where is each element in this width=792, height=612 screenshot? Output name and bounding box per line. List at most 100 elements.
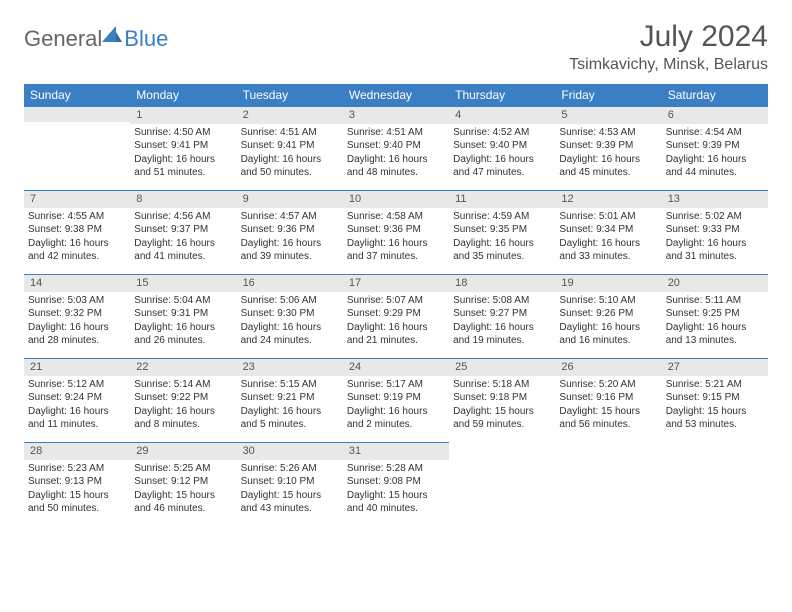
day-number: 4 (449, 106, 555, 124)
calendar-day-cell: 17Sunrise: 5:07 AMSunset: 9:29 PMDayligh… (343, 274, 449, 358)
sunset-line: Sunset: 9:39 PM (666, 139, 764, 153)
sunrise-line: Sunrise: 5:25 AM (134, 462, 232, 476)
day-body: Sunrise: 4:55 AMSunset: 9:38 PMDaylight:… (24, 208, 130, 268)
sunset-line: Sunset: 9:12 PM (134, 475, 232, 489)
sunset-line: Sunset: 9:21 PM (241, 391, 339, 405)
calendar-day-cell (662, 442, 768, 526)
weekday-header: Sunday (24, 84, 130, 106)
daylight-line: Daylight: 15 hours and 46 minutes. (134, 489, 232, 516)
sunrise-line: Sunrise: 5:11 AM (666, 294, 764, 308)
calendar-day-cell: 28Sunrise: 5:23 AMSunset: 9:13 PMDayligh… (24, 442, 130, 526)
sunset-line: Sunset: 9:35 PM (453, 223, 551, 237)
daylight-line: Daylight: 16 hours and 31 minutes. (666, 237, 764, 264)
sunset-line: Sunset: 9:25 PM (666, 307, 764, 321)
daylight-line: Daylight: 16 hours and 8 minutes. (134, 405, 232, 432)
calendar-day-cell: 10Sunrise: 4:58 AMSunset: 9:36 PMDayligh… (343, 190, 449, 274)
day-number: 12 (555, 190, 661, 208)
day-number: 5 (555, 106, 661, 124)
sunrise-line: Sunrise: 5:06 AM (241, 294, 339, 308)
calendar-day-cell: 21Sunrise: 5:12 AMSunset: 9:24 PMDayligh… (24, 358, 130, 442)
calendar-day-cell: 5Sunrise: 4:53 AMSunset: 9:39 PMDaylight… (555, 106, 661, 190)
day-body: Sunrise: 4:58 AMSunset: 9:36 PMDaylight:… (343, 208, 449, 268)
sunrise-line: Sunrise: 4:55 AM (28, 210, 126, 224)
calendar-week-row: 21Sunrise: 5:12 AMSunset: 9:24 PMDayligh… (24, 358, 768, 442)
calendar-day-cell: 6Sunrise: 4:54 AMSunset: 9:39 PMDaylight… (662, 106, 768, 190)
daylight-line: Daylight: 16 hours and 42 minutes. (28, 237, 126, 264)
sunrise-line: Sunrise: 5:21 AM (666, 378, 764, 392)
daylight-line: Daylight: 16 hours and 50 minutes. (241, 153, 339, 180)
sunset-line: Sunset: 9:37 PM (134, 223, 232, 237)
sunset-line: Sunset: 9:40 PM (347, 139, 445, 153)
calendar-day-cell: 7Sunrise: 4:55 AMSunset: 9:38 PMDaylight… (24, 190, 130, 274)
calendar-day-cell: 9Sunrise: 4:57 AMSunset: 9:36 PMDaylight… (237, 190, 343, 274)
calendar-day-cell: 8Sunrise: 4:56 AMSunset: 9:37 PMDaylight… (130, 190, 236, 274)
daylight-line: Daylight: 15 hours and 59 minutes. (453, 405, 551, 432)
day-number: 18 (449, 274, 555, 292)
location: Tsimkavichy, Minsk, Belarus (569, 56, 768, 74)
calendar-day-cell: 4Sunrise: 4:52 AMSunset: 9:40 PMDaylight… (449, 106, 555, 190)
daylight-line: Daylight: 16 hours and 28 minutes. (28, 321, 126, 348)
title-block: July 2024 Tsimkavichy, Minsk, Belarus (569, 20, 768, 80)
sunset-line: Sunset: 9:27 PM (453, 307, 551, 321)
day-body: Sunrise: 5:15 AMSunset: 9:21 PMDaylight:… (237, 376, 343, 436)
daylight-line: Daylight: 16 hours and 24 minutes. (241, 321, 339, 348)
daylight-line: Daylight: 16 hours and 35 minutes. (453, 237, 551, 264)
sunrise-line: Sunrise: 4:58 AM (347, 210, 445, 224)
sunset-line: Sunset: 9:32 PM (28, 307, 126, 321)
sunrise-line: Sunrise: 5:28 AM (347, 462, 445, 476)
sunrise-line: Sunrise: 5:10 AM (559, 294, 657, 308)
sunset-line: Sunset: 9:22 PM (134, 391, 232, 405)
day-number: 29 (130, 442, 236, 460)
sunset-line: Sunset: 9:33 PM (666, 223, 764, 237)
calendar-day-cell: 1Sunrise: 4:50 AMSunset: 9:41 PMDaylight… (130, 106, 236, 190)
calendar-body: 1Sunrise: 4:50 AMSunset: 9:41 PMDaylight… (24, 106, 768, 526)
sunrise-line: Sunrise: 5:18 AM (453, 378, 551, 392)
sunset-line: Sunset: 9:16 PM (559, 391, 657, 405)
calendar-day-cell (24, 106, 130, 190)
header: General Blue July 2024 Tsimkavichy, Mins… (24, 20, 768, 80)
day-body: Sunrise: 5:21 AMSunset: 9:15 PMDaylight:… (662, 376, 768, 436)
daylight-line: Daylight: 16 hours and 51 minutes. (134, 153, 232, 180)
sunrise-line: Sunrise: 5:02 AM (666, 210, 764, 224)
weekday-header: Tuesday (237, 84, 343, 106)
sunset-line: Sunset: 9:38 PM (28, 223, 126, 237)
calendar-week-row: 1Sunrise: 4:50 AMSunset: 9:41 PMDaylight… (24, 106, 768, 190)
day-number: 30 (237, 442, 343, 460)
calendar-week-row: 14Sunrise: 5:03 AMSunset: 9:32 PMDayligh… (24, 274, 768, 358)
sunrise-line: Sunrise: 5:20 AM (559, 378, 657, 392)
calendar-day-cell: 31Sunrise: 5:28 AMSunset: 9:08 PMDayligh… (343, 442, 449, 526)
calendar-table: SundayMondayTuesdayWednesdayThursdayFrid… (24, 84, 768, 526)
calendar-day-cell: 23Sunrise: 5:15 AMSunset: 9:21 PMDayligh… (237, 358, 343, 442)
daylight-line: Daylight: 16 hours and 48 minutes. (347, 153, 445, 180)
day-body: Sunrise: 4:57 AMSunset: 9:36 PMDaylight:… (237, 208, 343, 268)
sunrise-line: Sunrise: 4:54 AM (666, 126, 764, 140)
calendar-day-cell: 20Sunrise: 5:11 AMSunset: 9:25 PMDayligh… (662, 274, 768, 358)
logo-triangle-icon (102, 26, 122, 42)
sunset-line: Sunset: 9:31 PM (134, 307, 232, 321)
day-body: Sunrise: 5:14 AMSunset: 9:22 PMDaylight:… (130, 376, 236, 436)
day-number: 8 (130, 190, 236, 208)
sunset-line: Sunset: 9:40 PM (453, 139, 551, 153)
calendar-day-cell: 26Sunrise: 5:20 AMSunset: 9:16 PMDayligh… (555, 358, 661, 442)
day-body: Sunrise: 4:54 AMSunset: 9:39 PMDaylight:… (662, 124, 768, 184)
calendar-day-cell: 14Sunrise: 5:03 AMSunset: 9:32 PMDayligh… (24, 274, 130, 358)
calendar-day-cell: 15Sunrise: 5:04 AMSunset: 9:31 PMDayligh… (130, 274, 236, 358)
weekday-header: Wednesday (343, 84, 449, 106)
day-number: 19 (555, 274, 661, 292)
calendar-day-cell: 19Sunrise: 5:10 AMSunset: 9:26 PMDayligh… (555, 274, 661, 358)
daylight-line: Daylight: 16 hours and 39 minutes. (241, 237, 339, 264)
day-body: Sunrise: 5:07 AMSunset: 9:29 PMDaylight:… (343, 292, 449, 352)
day-body: Sunrise: 5:02 AMSunset: 9:33 PMDaylight:… (662, 208, 768, 268)
weekday-header: Monday (130, 84, 236, 106)
daylight-line: Daylight: 16 hours and 21 minutes. (347, 321, 445, 348)
day-body: Sunrise: 4:51 AMSunset: 9:41 PMDaylight:… (237, 124, 343, 184)
day-number: 22 (130, 358, 236, 376)
calendar-day-cell: 27Sunrise: 5:21 AMSunset: 9:15 PMDayligh… (662, 358, 768, 442)
sunrise-line: Sunrise: 4:52 AM (453, 126, 551, 140)
calendar-day-cell: 12Sunrise: 5:01 AMSunset: 9:34 PMDayligh… (555, 190, 661, 274)
calendar-day-cell: 24Sunrise: 5:17 AMSunset: 9:19 PMDayligh… (343, 358, 449, 442)
day-number: 31 (343, 442, 449, 460)
day-number: 24 (343, 358, 449, 376)
sunrise-line: Sunrise: 5:17 AM (347, 378, 445, 392)
sunrise-line: Sunrise: 5:26 AM (241, 462, 339, 476)
